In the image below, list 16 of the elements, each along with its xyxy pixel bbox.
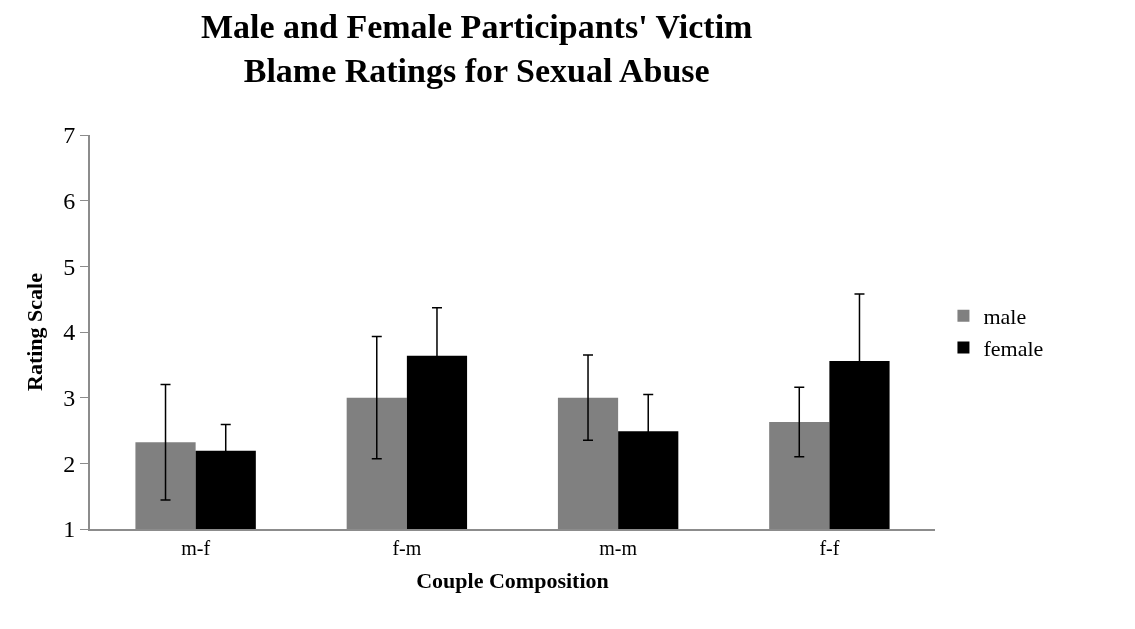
y-tick-label: 6 (63, 188, 76, 215)
legend-label: female (983, 335, 1044, 361)
y-tick-label: 3 (63, 385, 76, 412)
x-tick-label: f-f (819, 537, 840, 559)
y-tick-label: 7 (63, 122, 76, 149)
y-tick-label: 1 (63, 516, 76, 543)
x-axis-title: Couple Composition (416, 568, 609, 594)
x-tick-label: m-f (181, 537, 211, 559)
x-tick-label: m-m (599, 537, 638, 559)
chart-title: Male and Female Participants' Victim Blame Ratings for Sexual Abuse (200, 7, 753, 89)
y-tick-label: 2 (63, 450, 76, 477)
legend-label: male (983, 304, 1027, 330)
y-tick-label: 4 (63, 319, 76, 346)
x-tick-label: f-m (392, 537, 422, 559)
y-axis-title: Rating Scale (21, 272, 47, 391)
y-tick-label: 5 (63, 253, 76, 280)
